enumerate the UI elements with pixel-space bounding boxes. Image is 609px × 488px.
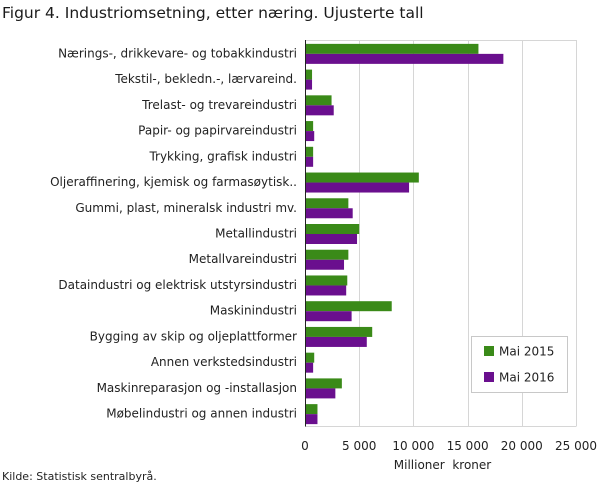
category-label: Tekstil-, bekledn.-, lærvareind. — [114, 72, 297, 86]
bar-mai-2015-metallindustri — [305, 224, 360, 234]
chart-title: Figur 4. Industriomsetning, etter næring… — [2, 4, 424, 22]
bar-mai-2016-annen-verkstedsindustri — [305, 362, 314, 373]
x-tick-label: 10 000 — [392, 439, 434, 453]
category-label: Metallindustri — [215, 227, 297, 241]
x-tick-label: 25 000 — [555, 439, 597, 453]
bar-mai-2016-trelast-og-trevareindustri — [305, 105, 334, 116]
bar-mai-2015-m-belindustri-og-annen-industri — [305, 404, 318, 415]
bar-mai-2016-maskinreparasjon-og-installasjon — [305, 388, 336, 399]
bar-mai-2016-metallvareindustri — [305, 259, 345, 270]
category-label: Møbelindustri og annen industri — [106, 407, 297, 421]
bar-mai-2016-n-rings-drikkevare-og-tobakkindustri — [305, 53, 504, 64]
bar-mai-2015-metallvareindustri — [305, 249, 349, 260]
category-label: Gummi, plast, mineralsk industri mv. — [75, 201, 297, 215]
x-tick-label: 5 000 — [342, 439, 376, 453]
x-axis-label: Millioner kroner — [394, 458, 492, 472]
legend-swatch-mai-2016 — [484, 372, 494, 382]
bar-mai-2016-tekstil-bekledn-l-rvareind — [305, 79, 313, 90]
bar-mai-2016-oljeraffinering-kjemisk-og-farmas-ytisk — [305, 182, 410, 193]
bar-mai-2015-maskinreparasjon-og-installasjon — [305, 378, 342, 389]
legend: Mai 2015 Mai 2016 — [471, 336, 568, 393]
x-tick-label: 20 000 — [501, 439, 543, 453]
category-label: Trelast- og trevareindustri — [141, 98, 297, 112]
x-tick-label: 15 000 — [447, 439, 489, 453]
category-label: Dataindustri og elektrisk utstyrsindustr… — [58, 278, 297, 292]
category-labels: Nærings-, drikkevare- og tobakkindustri T… — [50, 46, 297, 420]
legend-label-mai-2016: Mai 2016 — [499, 371, 554, 385]
category-label: Annen verkstedsindustri — [151, 355, 297, 369]
bar-mai-2016-maskinindustri — [305, 311, 352, 322]
bar-mai-2016-bygging-av-skip-og-oljeplattformer — [305, 336, 367, 347]
category-label: Nærings-, drikkevare- og tobakkindustri — [58, 46, 297, 60]
legend-label-mai-2015: Mai 2015 — [499, 345, 554, 359]
category-label: Maskinreparasjon og -installasjon — [97, 381, 297, 395]
bar-mai-2016-metallindustri — [305, 234, 358, 244]
bar-mai-2015-dataindustri-og-elektrisk-utstyrsindustri — [305, 275, 348, 286]
x-axis-ticks: 0 5 000 10 000 15 000 20 000 25 000 — [301, 439, 597, 453]
bar-mai-2015-trelast-og-trevareindustri — [305, 95, 332, 106]
x-tick-label: 0 — [301, 439, 309, 453]
legend-box — [471, 336, 568, 393]
category-label: Papir- og papirvareindustri — [138, 124, 297, 138]
bar-mai-2016-trykking-grafisk-industri — [305, 156, 314, 167]
bar-mai-2016-dataindustri-og-elektrisk-utstyrsindustri — [305, 285, 347, 296]
bar-mai-2015-annen-verkstedsindustri — [305, 352, 315, 363]
bar-mai-2015-tekstil-bekledn-l-rvareind — [305, 69, 313, 80]
bar-mai-2015-papir-og-papirvareindustri — [305, 121, 314, 132]
category-label: Trykking, grafisk industri — [148, 149, 297, 163]
bar-mai-2015-bygging-av-skip-og-oljeplattformer — [305, 326, 373, 337]
bar-mai-2015-oljeraffinering-kjemisk-og-farmas-ytisk — [305, 172, 419, 183]
category-label: Metallvareindustri — [189, 252, 297, 266]
bar-mai-2015-maskinindustri — [305, 301, 392, 312]
bar-mai-2015-gummi-plast-mineralsk-industri-mv — [305, 198, 349, 209]
bar-mai-2016-m-belindustri-og-annen-industri — [305, 414, 318, 425]
bar-mai-2015-trykking-grafisk-industri — [305, 146, 314, 157]
bar-mai-2016-gummi-plast-mineralsk-industri-mv — [305, 208, 353, 219]
source-note: Kilde: Statistisk sentralbyrå. — [2, 470, 157, 483]
category-label: Maskinindustri — [210, 304, 297, 318]
category-label: Bygging av skip og oljeplattformer — [90, 329, 297, 343]
legend-swatch-mai-2015 — [484, 346, 494, 356]
bars — [305, 40, 504, 427]
bar-mai-2015-n-rings-drikkevare-og-tobakkindustri — [305, 43, 479, 54]
bar-mai-2016-papir-og-papirvareindustri — [305, 131, 315, 142]
category-label: Oljeraffinering, kjemisk og farmasøytisk… — [50, 175, 297, 189]
